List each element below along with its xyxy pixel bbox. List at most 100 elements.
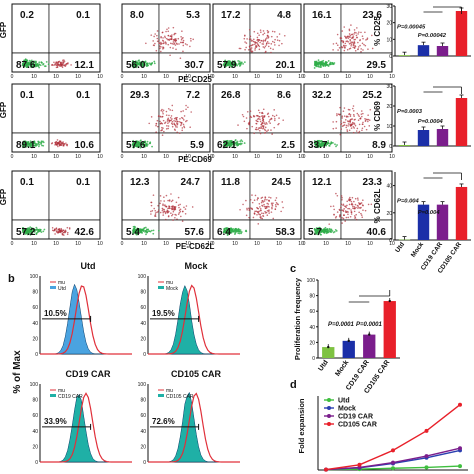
event-dot	[229, 140, 232, 143]
event-dot	[224, 64, 227, 67]
event-dot	[260, 123, 262, 126]
event-dot	[62, 63, 65, 65]
event-dot	[364, 120, 367, 122]
event-dot	[248, 38, 251, 41]
event-dot	[264, 45, 267, 48]
event-dot	[262, 201, 265, 203]
x-axis-label: PE-CD69	[178, 155, 212, 164]
event-dot	[367, 114, 369, 116]
event-dot	[256, 115, 259, 117]
event-dot	[355, 206, 357, 209]
event-dot	[168, 200, 171, 202]
event-dot	[362, 112, 364, 115]
event-dot	[246, 110, 249, 113]
event-dot	[237, 228, 240, 231]
event-dot	[330, 205, 332, 208]
event-dot	[352, 205, 354, 208]
event-dot	[262, 127, 264, 130]
flow-plot: 0.2 0.1 87.6 12.1 0 10 10 10 10	[11, 3, 103, 80]
event-dot	[249, 115, 252, 118]
event-dot	[190, 111, 192, 113]
event-dot	[355, 213, 357, 216]
y-tick-label: 60	[309, 309, 315, 315]
event-dot	[226, 62, 229, 65]
event-dot	[275, 114, 278, 117]
event-dot	[248, 216, 250, 219]
event-dot	[236, 230, 239, 233]
event-dot	[258, 34, 260, 36]
event-dot	[140, 228, 143, 231]
event-dot	[161, 134, 164, 137]
y-tick-label: 100	[30, 274, 39, 280]
legend-label: Utd	[338, 398, 350, 405]
y-tick-label: 0	[35, 352, 38, 358]
event-dot	[231, 142, 234, 145]
event-dot	[176, 131, 178, 134]
event-dot	[357, 48, 359, 50]
event-dot	[174, 120, 177, 123]
event-dot	[250, 47, 253, 49]
event-dot	[272, 48, 274, 51]
event-dot	[362, 37, 364, 40]
event-dot	[267, 31, 269, 34]
event-dot	[244, 41, 246, 43]
event-dot	[178, 43, 180, 45]
event-dot	[329, 231, 332, 233]
event-dot	[365, 128, 368, 131]
histogram-title: CD19 CAR	[65, 369, 111, 379]
flow-plot: 12.3 24.75.4 57.60 10 10 10 10	[121, 170, 213, 247]
event-dot	[336, 113, 338, 115]
control-histogram	[40, 285, 132, 355]
event-dot	[223, 231, 225, 234]
event-dot	[271, 207, 273, 210]
data-point	[388, 299, 391, 303]
event-dot	[183, 115, 186, 117]
event-dot	[35, 226, 38, 229]
event-dot	[370, 203, 373, 206]
event-dot	[326, 231, 329, 234]
event-dot	[258, 39, 260, 41]
event-dot	[264, 38, 267, 40]
event-dot	[171, 104, 174, 107]
event-dot	[64, 65, 67, 67]
event-dot	[167, 27, 170, 29]
event-dot	[257, 117, 260, 120]
event-dot	[348, 112, 351, 115]
event-dot	[353, 115, 355, 117]
event-dot	[40, 143, 42, 145]
category-label: Utd	[394, 241, 406, 254]
event-dot	[249, 110, 252, 113]
event-dot	[55, 64, 58, 67]
event-dot	[316, 229, 319, 232]
bar	[342, 340, 355, 358]
event-dot	[261, 125, 264, 127]
event-dot	[339, 133, 342, 136]
tick-label: 10	[207, 154, 213, 160]
y-tick-label: 30	[386, 4, 392, 10]
event-dot	[62, 229, 65, 232]
event-dot	[230, 144, 232, 147]
event-dot	[185, 120, 187, 123]
event-dot	[247, 48, 250, 51]
event-dot	[174, 216, 176, 219]
event-dot	[173, 42, 176, 45]
event-dot	[361, 42, 364, 45]
bar	[436, 46, 449, 56]
event-dot	[259, 120, 262, 123]
quadrant-percent: 2.5	[281, 140, 295, 151]
event-dot	[327, 142, 330, 144]
quadrant-percent: 24.5	[272, 177, 292, 188]
event-dot	[181, 210, 184, 213]
event-dot	[353, 119, 356, 121]
event-dot	[344, 121, 346, 124]
event-dot	[353, 29, 356, 31]
event-dot	[266, 198, 268, 201]
quadrant-percent: 0.1	[76, 177, 90, 188]
event-dot	[364, 44, 367, 47]
event-dot	[341, 117, 344, 119]
event-dot	[55, 66, 58, 69]
event-dot	[251, 125, 254, 128]
event-dot	[55, 231, 58, 233]
event-dot	[53, 64, 56, 66]
event-dot	[171, 109, 174, 112]
